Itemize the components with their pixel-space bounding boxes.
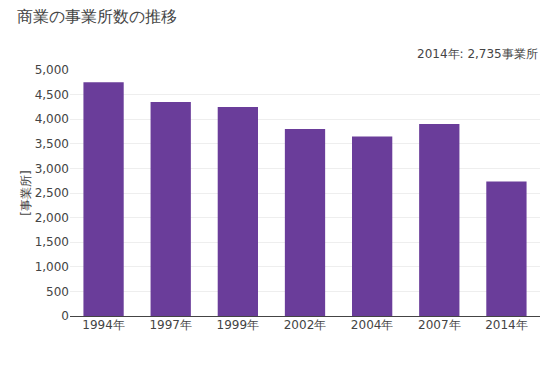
svg-text:0: 0 xyxy=(61,309,69,323)
svg-text:[事業所]: [事業所] xyxy=(19,170,33,215)
svg-text:1999年: 1999年 xyxy=(217,318,260,332)
svg-text:2007年: 2007年 xyxy=(418,318,461,332)
svg-text:2,500: 2,500 xyxy=(35,186,69,200)
svg-text:2014年: 2,735事業所: 2014年: 2,735事業所 xyxy=(417,47,538,61)
svg-text:2014年: 2014年 xyxy=(485,318,528,332)
svg-text:商業の事業所数の推移: 商業の事業所数の推移 xyxy=(17,7,177,26)
svg-text:2,000: 2,000 xyxy=(35,211,69,225)
svg-text:3,000: 3,000 xyxy=(35,162,69,176)
svg-text:1997年: 1997年 xyxy=(149,318,192,332)
svg-text:1,500: 1,500 xyxy=(35,235,69,249)
svg-text:3,500: 3,500 xyxy=(35,137,69,151)
svg-text:4,500: 4,500 xyxy=(35,88,69,102)
svg-text:2002年: 2002年 xyxy=(284,318,327,332)
svg-text:5,000: 5,000 xyxy=(35,63,69,77)
svg-text:500: 500 xyxy=(46,285,69,299)
svg-text:4,000: 4,000 xyxy=(35,112,69,126)
svg-text:2004年: 2004年 xyxy=(351,318,394,332)
svg-text:1,000: 1,000 xyxy=(35,260,69,274)
svg-text:1994年: 1994年 xyxy=(82,318,125,332)
